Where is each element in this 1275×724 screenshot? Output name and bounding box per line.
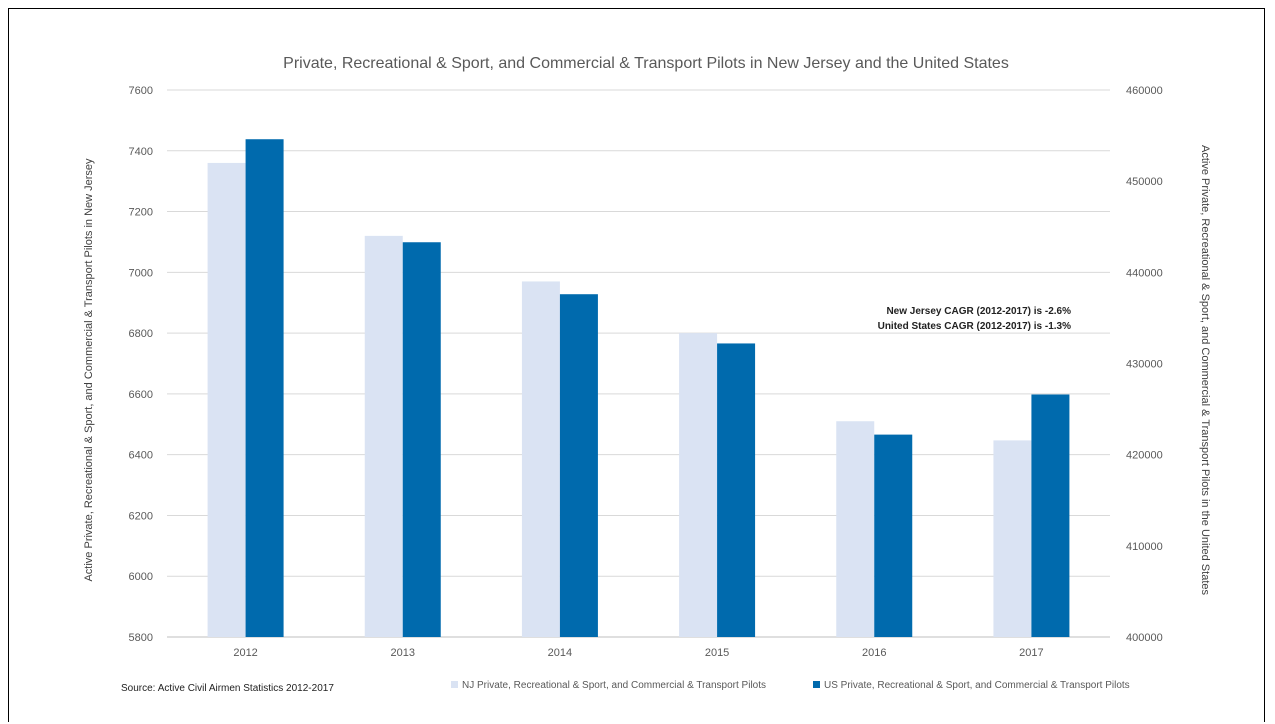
bar-us-2013 [402, 242, 441, 637]
legend-swatch-us [813, 681, 820, 688]
source-note: Source: Active Civil Airmen Statistics 2… [121, 683, 334, 694]
legend-label-nj: NJ Private, Recreational & Sport, and Co… [462, 680, 766, 691]
legend-swatch-nj [451, 681, 458, 688]
bar-nj-2014 [521, 281, 560, 637]
y-right-tick-label: 440000 [1126, 267, 1163, 279]
bar-nj-2017 [993, 440, 1032, 637]
y-right-tick-label: 430000 [1126, 359, 1163, 371]
annotation-us-cagr: United States CAGR (2012-2017) is -1.3% [878, 321, 1072, 332]
bar-nj-2013 [364, 235, 403, 637]
y-left-axis-title: Active Private, Recreational & Sport, an… [83, 158, 95, 582]
bar-nj-2016 [836, 421, 875, 637]
y-right-ticks: 460000 450000 440000 430000 420000 410000 4000… [1126, 85, 1163, 644]
bar-us-2014 [559, 294, 598, 637]
y-right-tick-label: 420000 [1126, 450, 1163, 462]
x-axis-ticks: 2012 2013 2014 2015 2016 2017 [233, 647, 1043, 659]
y-left-tick-label: 6200 [129, 510, 153, 522]
bars [207, 139, 1070, 638]
x-tick-label: 2015 [705, 647, 729, 659]
gridlines [167, 89, 1110, 638]
x-tick-label: 2014 [548, 647, 572, 659]
annotation-nj-cagr: New Jersey CAGR (2012-2017) is -2.6% [886, 306, 1071, 317]
x-tick-label: 2013 [391, 647, 415, 659]
bar-us-2012 [245, 139, 284, 638]
y-left-tick-label: 7400 [129, 146, 153, 158]
legend: NJ Private, Recreational & Sport, and Co… [451, 680, 1130, 691]
bar-us-2017 [1031, 394, 1070, 637]
chart-title: Private, Recreational & Sport, and Comme… [283, 55, 1009, 72]
y-right-tick-label: 400000 [1126, 632, 1163, 644]
y-right-tick-label: 460000 [1126, 85, 1163, 97]
chart-frame [8, 8, 1265, 722]
y-left-tick-label: 7600 [129, 85, 153, 97]
y-left-ticks: 7600 7400 7200 7000 6800 6600 6400 6200 6000 5800 [129, 85, 153, 644]
y-right-tick-label: 450000 [1126, 176, 1163, 188]
bar-us-2015 [717, 343, 756, 637]
legend-label-us: US Private, Recreational & Sport, and Co… [824, 680, 1130, 691]
y-left-tick-label: 7200 [129, 207, 153, 219]
bar-nj-2015 [679, 333, 718, 637]
x-tick-label: 2017 [1019, 647, 1043, 659]
y-left-tick-label: 6400 [129, 450, 153, 462]
y-right-axis-title: Active Private, Recreational & Sport, an… [1199, 145, 1211, 595]
bar-us-2016 [874, 434, 913, 637]
y-right-tick-label: 410000 [1126, 541, 1163, 553]
x-tick-label: 2016 [862, 647, 886, 659]
y-left-tick-label: 6600 [129, 389, 153, 401]
y-left-tick-label: 5800 [129, 632, 153, 644]
y-left-tick-label: 7000 [129, 267, 153, 279]
y-left-tick-label: 6800 [129, 328, 153, 340]
bar-nj-2012 [207, 162, 246, 637]
y-left-tick-label: 6000 [129, 571, 153, 583]
x-tick-label: 2012 [233, 647, 257, 659]
